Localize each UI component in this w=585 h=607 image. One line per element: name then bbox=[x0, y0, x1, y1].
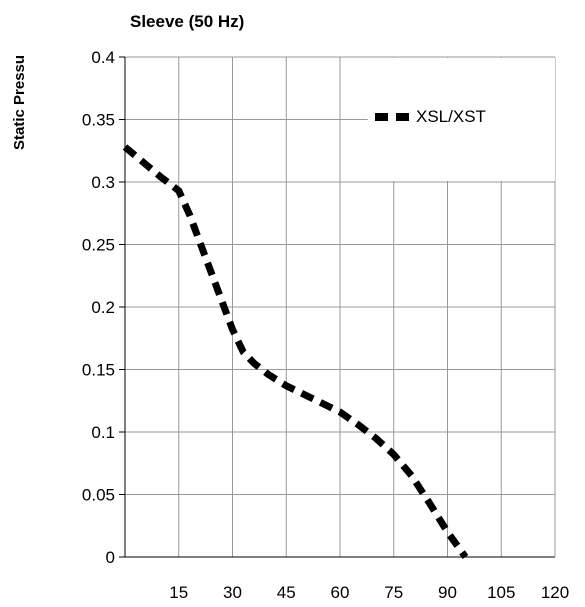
legend-swatch bbox=[396, 113, 409, 121]
x-tick-label: 45 bbox=[277, 583, 296, 602]
x-tick-label: 60 bbox=[331, 583, 350, 602]
x-tick-label: 90 bbox=[438, 583, 457, 602]
y-tick-label: 0.25 bbox=[82, 236, 115, 255]
x-tick-labels: 15 30 45 60 75 90 105 120 bbox=[169, 583, 569, 602]
y-tick-label: 0.1 bbox=[91, 423, 115, 442]
x-tick-label: 15 bbox=[169, 583, 188, 602]
x-tick-label: 120 bbox=[541, 583, 569, 602]
x-tick-label: 30 bbox=[223, 583, 242, 602]
y-tick-label: 0 bbox=[106, 548, 115, 567]
legend-swatch bbox=[375, 113, 388, 121]
y-tick-label: 0.3 bbox=[91, 173, 115, 192]
chart-title: Sleeve (50 Hz) bbox=[130, 12, 244, 31]
y-tick-labels: 0 0.05 0.1 0.15 0.2 0.25 0.3 0.35 0.4 bbox=[82, 48, 115, 567]
x-tick-label: 105 bbox=[487, 583, 515, 602]
x-tick-label: 75 bbox=[384, 583, 403, 602]
y-tick-label: 0.4 bbox=[91, 48, 115, 67]
y-axis-label: Static Pressu bbox=[11, 55, 28, 150]
series-line bbox=[122, 144, 469, 560]
legend: XSL/XST bbox=[375, 107, 486, 126]
legend-label: XSL/XST bbox=[416, 107, 486, 126]
y-tick-label: 0.05 bbox=[82, 486, 115, 505]
series-lines bbox=[122, 144, 469, 560]
y-tick-label: 0.15 bbox=[82, 361, 115, 380]
y-tick-label: 0.35 bbox=[82, 111, 115, 130]
axes bbox=[119, 56, 555, 558]
y-tick-label: 0.2 bbox=[91, 298, 115, 317]
